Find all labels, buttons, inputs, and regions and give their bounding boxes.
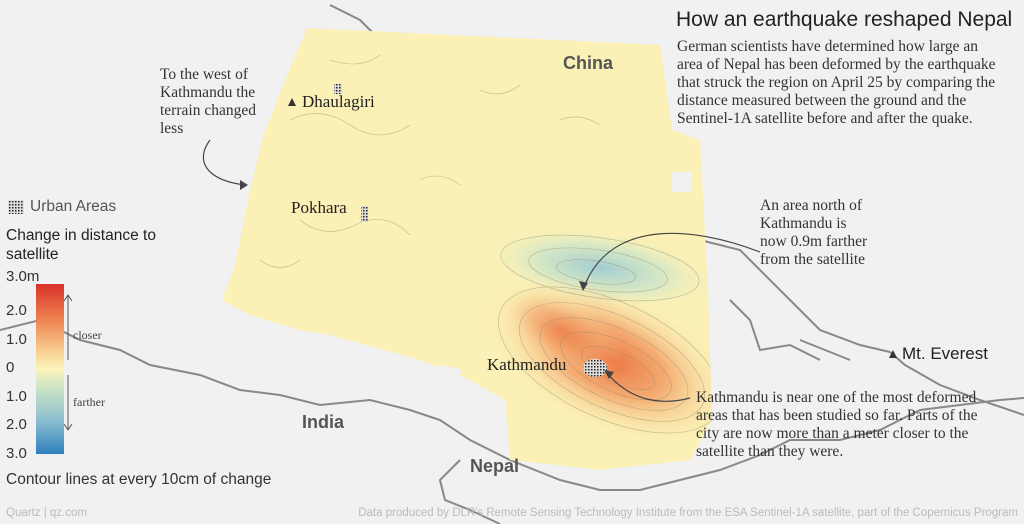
legend-heading: Change in distance to satellite bbox=[6, 227, 156, 263]
urban-area-pokhara bbox=[361, 206, 368, 222]
mountain-marker-dhaulagiri bbox=[288, 98, 296, 106]
place-label-everest: Mt. Everest bbox=[902, 344, 988, 363]
urban-area-dhaulagiri bbox=[334, 84, 342, 94]
place-label-dhaulagiri: Dhaulagiri bbox=[302, 92, 375, 111]
annotation-arrows bbox=[202, 139, 761, 402]
annotation-west: To the west of Kathmandu the terrain cha… bbox=[160, 66, 256, 137]
urban-legend-swatch bbox=[8, 200, 24, 214]
legend-tick: 2.0 bbox=[6, 416, 27, 433]
legend-tick: 0 bbox=[6, 359, 15, 376]
place-label-kathmandu: Kathmandu bbox=[487, 355, 567, 374]
legend-color-bar bbox=[36, 284, 64, 454]
legend-contour-note: Contour lines at every 10cm of change bbox=[6, 471, 272, 488]
legend-direction-arrows bbox=[63, 294, 73, 431]
country-label-india: India bbox=[302, 412, 345, 432]
legend-tick: 3.0m bbox=[6, 268, 40, 285]
place-label-pokhara: Pokhara bbox=[291, 198, 347, 217]
legend-urban-label: Urban Areas bbox=[30, 198, 117, 215]
description: German scientists have determined how la… bbox=[677, 38, 996, 127]
legend-tick: 1.0 bbox=[6, 331, 27, 348]
mountain-marker-everest bbox=[889, 350, 897, 358]
legend-tick: 3.0 bbox=[6, 445, 27, 462]
arrow-heads bbox=[240, 180, 614, 379]
urban-area-kathmandu bbox=[583, 359, 607, 377]
annotation-kathmandu: Kathmandu is near one of the most deform… bbox=[696, 389, 978, 460]
page-title: How an earthquake reshaped Nepal bbox=[676, 8, 1013, 31]
legend-tick: 2.0 bbox=[6, 302, 27, 319]
footer-source: Data produced by DLR's Remote Sensing Te… bbox=[358, 507, 1018, 519]
legend-closer-label: closer bbox=[73, 328, 102, 342]
legend-farther-label: farther bbox=[73, 395, 105, 409]
annotation-north: An area north of Kathmandu is now 0.9m f… bbox=[760, 197, 868, 268]
swath-gaps bbox=[360, 172, 692, 388]
country-label-china: China bbox=[563, 53, 614, 73]
legend-tick: 1.0 bbox=[6, 388, 27, 405]
country-label-nepal: Nepal bbox=[470, 456, 520, 476]
footer-credit: Quartz | qz.com bbox=[6, 507, 87, 519]
